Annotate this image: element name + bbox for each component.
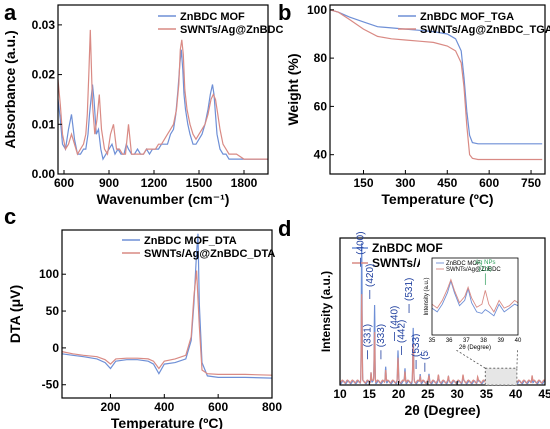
x-tick-label: 20 bbox=[392, 387, 406, 401]
x-tick-label: 25 bbox=[421, 387, 435, 401]
legend-label: SWNTs/Ag@ZnBDC_TGA bbox=[420, 24, 550, 36]
inset-y-axis-label: Intensity (a.u.) bbox=[424, 277, 430, 315]
panel-a-chart: 600 900 1200 1500 1800 0.00 0.01 0.02 0.03 Wavenu… bbox=[2, 4, 283, 207]
x-tick-label: 750 bbox=[521, 176, 541, 190]
x-tick-label: 600 bbox=[479, 176, 499, 190]
peak-label: (331) bbox=[362, 324, 373, 347]
series-line-swnts-ag-znbdc-dta bbox=[61, 270, 273, 376]
x-tick-label: 40 bbox=[509, 387, 523, 401]
inset-annotation: Ag NPs bbox=[475, 260, 495, 266]
legend-label: SWNTs/Ag@ZnBDC_DTA bbox=[144, 248, 275, 260]
y-tick-label: 80 bbox=[314, 51, 328, 65]
inset-x-axis-label: 2θ (Degree) bbox=[459, 345, 491, 351]
inset-x-tick-label: 38 bbox=[480, 338, 487, 344]
peak-label: (533) bbox=[411, 334, 422, 357]
y-tick-label: 40 bbox=[314, 148, 328, 162]
peak-label: (420) bbox=[365, 264, 376, 287]
legend-label: ZnBDC MOF bbox=[180, 11, 245, 23]
peak-label: (333) bbox=[376, 324, 387, 347]
panel-b-letter: b bbox=[278, 0, 291, 25]
peak-label: (400) bbox=[355, 231, 366, 254]
legend-label: ZnBDC MOF_TGA bbox=[420, 11, 514, 23]
y-tick-label: 0.02 bbox=[32, 68, 56, 82]
panel-b-chart: 150 300 450 600 750 40 60 80 100 Temperature (ºC)… bbox=[285, 3, 550, 207]
panel-a-letter: a bbox=[4, 0, 17, 25]
x-tick-label: 400 bbox=[154, 400, 174, 414]
panel-d-letter: d bbox=[278, 216, 291, 241]
inset-series-line bbox=[431, 278, 519, 313]
zoom-region-box bbox=[484, 367, 518, 386]
inset-x-tick-label: 36 bbox=[446, 338, 453, 344]
x-tick-label: 450 bbox=[437, 176, 457, 190]
x-tick-label: 600 bbox=[54, 176, 74, 190]
y-tick-label: 50 bbox=[46, 304, 60, 318]
y-tick-label: 100 bbox=[39, 267, 59, 281]
x-axis-label: 2θ (Degree) bbox=[404, 402, 480, 418]
x-tick-label: 35 bbox=[480, 387, 494, 401]
inset-legend-label: SWNTs/Ag@ZnBDC bbox=[446, 267, 501, 273]
x-tick-label: 45 bbox=[538, 387, 550, 401]
series-line-znbdc-mof-tga bbox=[329, 9, 543, 145]
x-tick-label: 1200 bbox=[141, 176, 168, 190]
x-tick-label: 10 bbox=[333, 387, 347, 401]
inset-legend-label: ZnBDC MOF bbox=[446, 261, 481, 267]
zoom-connector bbox=[516, 334, 519, 369]
plot-frame bbox=[329, 4, 546, 175]
x-tick-label: 300 bbox=[395, 176, 415, 190]
x-tick-label: 150 bbox=[353, 176, 373, 190]
legend-label: ZnBDC MOF_DTA bbox=[144, 235, 237, 247]
x-axis-label: Temperature (ºC) bbox=[381, 191, 493, 207]
y-axis-label: Weight (%) bbox=[285, 53, 301, 125]
legend-label: SWNTs/Ag@ZnBDC bbox=[180, 24, 283, 36]
inset-x-tick-label: 35 bbox=[429, 338, 436, 344]
peak-label: (440) bbox=[389, 306, 400, 329]
inset-x-tick-label: 39 bbox=[497, 338, 504, 344]
y-axis-label: Absorbance (a.u.) bbox=[2, 30, 18, 148]
series-line-swnts-ag-znbdc-tga bbox=[329, 9, 543, 161]
y-tick-label: -50 bbox=[42, 378, 60, 392]
panel-d-chart: 10 15 20 25 30 35 40 45 2θ (Degree) Intensity (a.… bbox=[319, 231, 550, 418]
series-line-swnts-ag-znbdc bbox=[57, 29, 268, 160]
y-tick-label: 0.01 bbox=[32, 117, 56, 131]
x-axis-label: Temperature (ºC) bbox=[111, 415, 223, 429]
x-tick-label: 200 bbox=[100, 400, 120, 414]
x-tick-label: 1500 bbox=[186, 176, 213, 190]
y-tick-label: 0.00 bbox=[32, 167, 56, 181]
plot-frame bbox=[57, 4, 269, 175]
peak-label: (531) bbox=[404, 278, 415, 301]
y-tick-label: 100 bbox=[307, 3, 327, 17]
plot-frame bbox=[339, 237, 546, 386]
inset-series-line bbox=[431, 279, 519, 317]
x-tick-label: 600 bbox=[208, 400, 228, 414]
inset-x-tick-label: 37 bbox=[463, 338, 470, 344]
panel-c-chart: 200 400 600 800 -50 0 50 100 Temperature (ºC) DTA… bbox=[7, 229, 282, 429]
peak-label: (442) bbox=[396, 320, 407, 343]
y-axis-label: Intensity (a.u.) bbox=[319, 271, 333, 352]
plot-frame bbox=[61, 229, 273, 399]
inset-x-tick-label: 40 bbox=[515, 338, 522, 344]
x-axis-label: Wavenumber (cm⁻¹) bbox=[97, 191, 230, 207]
x-tick-label: 900 bbox=[99, 176, 119, 190]
inset-frame bbox=[431, 257, 519, 336]
y-tick-label: 60 bbox=[314, 99, 328, 113]
legend-label: ZnBDC MOF bbox=[372, 241, 443, 255]
inset-annotation-sub: (111) bbox=[479, 266, 492, 272]
y-axis-label: DTA (μV) bbox=[7, 285, 23, 343]
panel-c-letter: c bbox=[4, 204, 16, 229]
x-tick-label: 800 bbox=[262, 400, 282, 414]
y-tick-label: 0 bbox=[52, 341, 59, 355]
x-tick-label: 1800 bbox=[231, 176, 258, 190]
x-tick-label: 15 bbox=[363, 387, 377, 401]
y-tick-label: 0.03 bbox=[32, 18, 56, 32]
x-tick-label: 30 bbox=[450, 387, 464, 401]
